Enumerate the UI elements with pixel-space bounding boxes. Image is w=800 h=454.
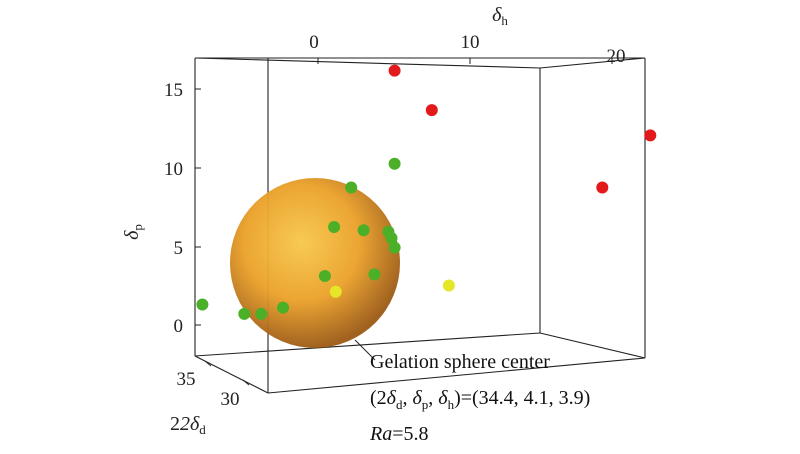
dp-tick-10: 10 — [164, 159, 183, 180]
dp-tick-0: 0 — [174, 316, 184, 337]
point-green-1 — [388, 157, 401, 170]
tick-marks — [195, 58, 613, 386]
dd-axis-label: 22δd — [170, 413, 206, 437]
point-green-2 — [345, 181, 358, 194]
plot-box — [194, 57, 646, 394]
point-green-11 — [255, 307, 268, 320]
dd-tick-35: 35 — [177, 369, 196, 390]
point-green-12 — [238, 307, 251, 320]
annotation-ra: Ra=5.8 — [370, 423, 429, 445]
dd-tick-30: 30 — [221, 389, 240, 410]
annotation-line1: Gelation sphere center — [370, 351, 550, 373]
point-green-8 — [368, 268, 381, 281]
point-red-1 — [388, 64, 401, 77]
point-red-3 — [596, 181, 609, 194]
point-green-13 — [196, 298, 209, 311]
annotation-pointer — [354, 339, 376, 361]
point-green-10 — [277, 301, 289, 314]
gelation-sphere — [230, 178, 400, 348]
point-yellow-2 — [442, 279, 455, 292]
dh-tick-10: 10 — [461, 32, 480, 53]
point-green-9 — [318, 270, 331, 282]
point-red-2 — [425, 104, 438, 117]
dp-tick-15: 15 — [164, 80, 183, 101]
point-green-6 — [385, 232, 398, 245]
dh-tick-20: 20 — [607, 46, 626, 67]
point-red-4 — [644, 129, 657, 142]
point-green-7 — [388, 241, 401, 254]
dh-tick-0: 0 — [309, 32, 319, 53]
dp-tick-5: 5 — [174, 238, 184, 259]
dh-axis-label: δh — [492, 4, 508, 28]
point-green-4 — [357, 224, 370, 237]
dp-axis-label: δp — [121, 224, 145, 240]
annotation-line2: (2δd, δp, δh)=(34.4, 4.1, 3.9) — [370, 387, 591, 412]
point-yellow-1 — [329, 285, 342, 298]
data-points — [196, 64, 657, 320]
point-green-3 — [328, 221, 341, 233]
